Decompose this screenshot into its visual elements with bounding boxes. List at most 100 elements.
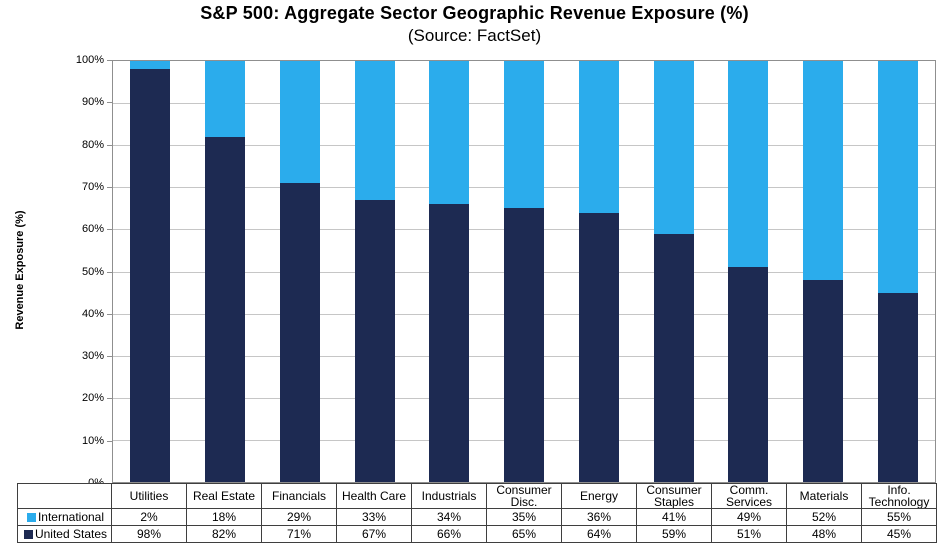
value-cell: 34% [411,508,487,526]
y-tick-mark [107,186,112,188]
value-cell: 33% [336,508,412,526]
stacked-bar [279,61,320,482]
legend-swatch-united-states [23,530,33,539]
value-cell: 82% [186,525,262,543]
bar-segment-united-states [279,183,320,482]
bar-segment-united-states [877,292,918,482]
bar-segment-united-states [354,199,395,482]
y-tick-mark [107,313,112,315]
bar-segment-international [429,61,470,205]
value-cell: 52% [786,508,862,526]
bar-segment-united-states [130,69,171,482]
y-tick-label: 60% [81,223,104,236]
bar-segment-united-states [205,136,246,482]
value-cell: 2% [111,508,187,526]
category-cell: Health Care [336,483,412,509]
category-header-row: Utilities Real Estate Financials Health Car… [17,483,937,509]
y-tick-label: 30% [81,350,104,363]
bar-segment-united-states [429,204,470,482]
bar-segment-international [728,61,769,268]
bar-slot-materials [786,61,861,482]
stacked-bar [130,61,171,482]
series-row-international: International 2% 18% 29% 33% 34% 35% 36% 41% 49% 5… [17,508,937,526]
bar-slot-utilities [113,61,188,482]
category-cell: Real Estate [186,483,262,509]
category-cell: Comm. Services [711,483,787,509]
y-tick-label: 20% [81,392,104,405]
value-cell: 55% [861,508,937,526]
category-cell: Consumer Disc. [486,483,562,509]
bar-segment-international [205,61,246,137]
bar-slot-comm-services [711,61,786,482]
category-cell: Financials [261,483,337,509]
bar-segment-international [578,61,619,213]
value-cell: 45% [861,525,937,543]
y-tick-mark [107,271,112,273]
legend-label: International [37,510,105,524]
value-cell: 65% [486,525,562,543]
bar-segment-united-states [653,233,694,482]
legend-cell: United States [17,525,112,543]
stacked-bar [504,61,545,482]
bar-segment-united-states [728,267,769,482]
bar-slot-info-technology [860,61,935,482]
stacked-bar [429,61,470,482]
y-tick-label: 100% [75,54,104,66]
y-tick-mark [107,398,112,400]
value-cell: 51% [711,525,787,543]
series-row-united-states: United States 98% 82% 71% 67% 66% 65% 64% 59% 51%… [17,525,937,543]
value-cell: 98% [111,525,187,543]
chart-title: S&P 500: Aggregate Sector Geographic Rev… [200,3,749,23]
bar-segment-international [504,61,545,209]
y-tick-label: 90% [81,96,104,109]
category-cell: Energy [561,483,637,509]
bar-segment-international [653,61,694,234]
stacked-bar [877,61,918,482]
legend-swatch-international [26,513,36,522]
stacked-bar [802,61,843,482]
value-cell: 35% [486,508,562,526]
bar-segment-international [279,61,320,184]
bar-segment-united-states [802,279,843,482]
y-tick-mark [107,440,112,442]
bar-slot-real-estate [188,61,263,482]
bar-slot-industrials [412,61,487,482]
bar-segment-international [802,61,843,280]
bar-slot-financials [262,61,337,482]
bar-segment-international [877,61,918,293]
stacked-bar [653,61,694,482]
category-cell: Utilities [111,483,187,509]
category-cell: Industrials [411,483,487,509]
y-tick-label: 50% [81,265,104,278]
y-tick-label: 40% [81,307,104,320]
y-tick-mark [107,229,112,231]
value-cell: 67% [336,525,412,543]
stacked-bar [354,61,395,482]
stacked-bar [205,61,246,482]
legend-label: United States [34,527,108,541]
value-cell: 64% [561,525,637,543]
bar-segment-united-states [504,208,545,482]
bar-segment-international [130,61,171,70]
bar-segment-united-states [578,212,619,482]
value-cell: 59% [636,525,712,543]
value-cell: 66% [411,525,487,543]
value-cell: 41% [636,508,712,526]
y-tick-mark [107,60,112,61]
bar-slot-energy [561,61,636,482]
legend-cell: International [17,508,112,526]
y-tick-mark [107,356,112,358]
category-cell: Info. Technology [861,483,937,509]
stacked-bar [728,61,769,482]
data-table: Utilities Real Estate Financials Health Car… [17,483,937,543]
y-tick-mark [107,102,112,104]
bar-slot-health-care [337,61,412,482]
category-cell: Materials [786,483,862,509]
category-cell: Consumer Staples [636,483,712,509]
bars-container [113,61,935,482]
y-tick-label: 10% [81,434,104,447]
bar-slot-consumer-staples [636,61,711,482]
stacked-bar [578,61,619,482]
table-corner-cell [17,483,112,509]
